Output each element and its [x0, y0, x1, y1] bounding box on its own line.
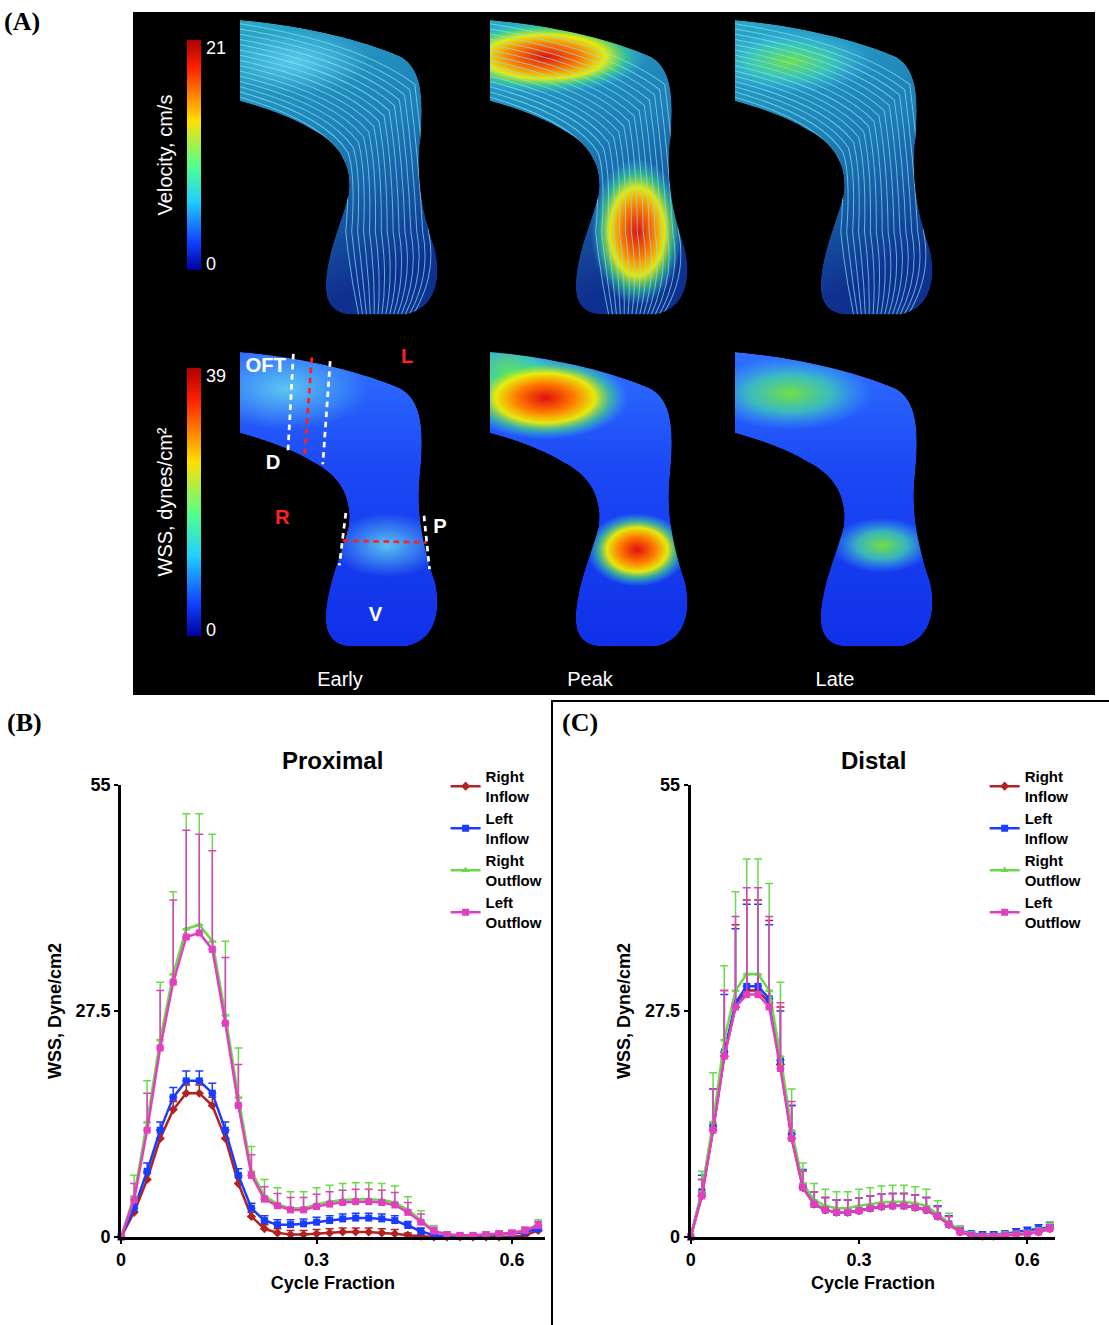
- svg-text:(B): (B): [7, 708, 42, 737]
- svg-text:Early: Early: [317, 668, 363, 690]
- svg-text:Velocity, cm/s: Velocity, cm/s: [154, 95, 176, 216]
- svg-text:L: L: [401, 345, 413, 367]
- svg-text:Distal: Distal: [841, 747, 906, 774]
- svg-text:0.3: 0.3: [846, 1250, 871, 1270]
- svg-text:LeftOutflow: LeftOutflow: [486, 894, 542, 931]
- svg-text:P: P: [433, 515, 447, 537]
- svg-text:R: R: [275, 506, 290, 528]
- svg-text:WSS, Dyne/cm2: WSS, Dyne/cm2: [614, 943, 634, 1079]
- svg-text:V: V: [369, 603, 383, 625]
- svg-text:WSS, Dyne/cm2: WSS, Dyne/cm2: [45, 943, 65, 1079]
- svg-text:21: 21: [206, 38, 226, 58]
- svg-text:Peak: Peak: [567, 668, 614, 690]
- svg-text:Cycle Fraction: Cycle Fraction: [811, 1273, 935, 1293]
- svg-text:0: 0: [670, 1227, 680, 1247]
- svg-text:0: 0: [100, 1227, 110, 1247]
- svg-text:27.5: 27.5: [75, 1001, 110, 1021]
- svg-text:LeftOutflow: LeftOutflow: [1025, 894, 1081, 931]
- svg-text:55: 55: [660, 775, 680, 795]
- svg-text:0.6: 0.6: [500, 1250, 525, 1270]
- svg-text:RightOutflow: RightOutflow: [1025, 852, 1081, 889]
- svg-text:Cycle Fraction: Cycle Fraction: [271, 1273, 395, 1293]
- svg-text:RightInflow: RightInflow: [486, 768, 530, 805]
- svg-text:LeftInflow: LeftInflow: [486, 810, 530, 847]
- svg-text:0.3: 0.3: [304, 1250, 329, 1270]
- svg-text:LeftInflow: LeftInflow: [1025, 810, 1069, 847]
- svg-text:0: 0: [206, 620, 216, 640]
- svg-text:Late: Late: [816, 668, 855, 690]
- svg-text:WSS, dynes/cm²: WSS, dynes/cm²: [154, 427, 176, 576]
- svg-text:0: 0: [686, 1250, 696, 1270]
- svg-text:0.6: 0.6: [1015, 1250, 1040, 1270]
- svg-text:(A): (A): [4, 7, 40, 36]
- svg-text:0: 0: [116, 1250, 126, 1270]
- svg-text:D: D: [266, 451, 281, 473]
- svg-text:0: 0: [206, 254, 216, 274]
- svg-text:RightInflow: RightInflow: [1025, 768, 1069, 805]
- svg-text:(C): (C): [562, 708, 598, 737]
- svg-text:39: 39: [206, 366, 226, 386]
- svg-text:OFT: OFT: [246, 354, 287, 376]
- svg-text:55: 55: [90, 775, 110, 795]
- svg-text:27.5: 27.5: [645, 1001, 680, 1021]
- svg-text:RightOutflow: RightOutflow: [486, 852, 542, 889]
- svg-text:Proximal: Proximal: [282, 747, 383, 774]
